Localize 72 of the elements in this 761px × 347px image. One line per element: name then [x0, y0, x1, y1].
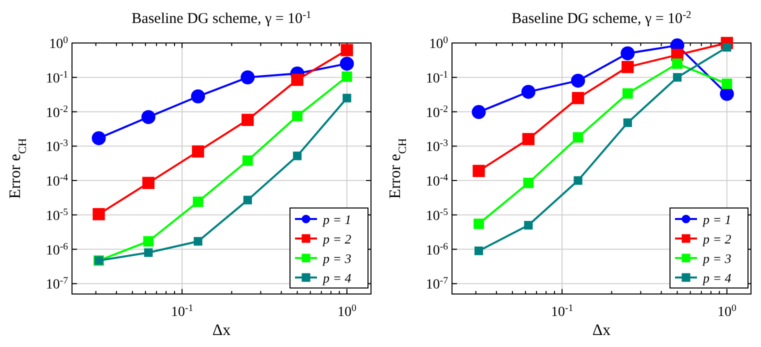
point — [142, 176, 154, 190]
x-tick-label: 10$^{0}$ — [337, 302, 356, 320]
y-tick-label: 10$^{-3}$ — [46, 138, 68, 156]
y-tick-label: 10$^{0}$ — [429, 34, 448, 52]
point — [242, 155, 253, 166]
point — [141, 110, 156, 124]
y-tick-label: 10$^{-1}$ — [46, 68, 68, 86]
legend-label: p = 3 — [322, 251, 352, 266]
point — [474, 218, 484, 230]
y-tick-label: 10$^{0}$ — [49, 34, 68, 52]
point — [523, 178, 534, 188]
y-tick-label: 10$^{-1}$ — [426, 68, 448, 86]
legend-label: p = 2 — [322, 232, 352, 246]
point — [342, 94, 352, 102]
point — [92, 131, 106, 146]
legend-label: p = 3 — [702, 251, 732, 266]
point — [192, 145, 204, 158]
y-tick-label: 10$^{-4}$ — [46, 172, 68, 190]
chart-title: Baseline DG scheme, γ = 10$^{-2}$ — [512, 10, 692, 27]
legend-label: p = 1 — [322, 212, 352, 227]
point — [572, 132, 584, 143]
point — [194, 237, 202, 246]
point — [474, 246, 484, 256]
y-tick-label: 10$^{-7}$ — [46, 275, 68, 293]
y-tick-label: 10$^{-7}$ — [426, 275, 448, 293]
point — [292, 110, 302, 122]
x-tick-label: 10$^{-1}$ — [170, 302, 194, 320]
point — [472, 105, 486, 120]
point — [672, 73, 682, 82]
point — [144, 248, 153, 257]
point — [92, 208, 105, 220]
y-tick-label: 10$^{-2}$ — [46, 103, 68, 121]
point — [291, 74, 304, 86]
point — [243, 196, 252, 204]
x-axis-title: Δx — [592, 322, 611, 339]
point — [192, 196, 204, 208]
x-axis-title: Δx — [212, 322, 231, 339]
legend-label: p = 2 — [702, 232, 732, 246]
point — [340, 44, 354, 56]
y-tick-label: 10$^{-3}$ — [426, 138, 448, 156]
point — [240, 70, 255, 84]
point — [340, 56, 354, 71]
point — [722, 78, 732, 90]
point — [620, 46, 635, 60]
y-tick-label: 10$^{-6}$ — [46, 240, 68, 258]
legend-label: p = 4 — [322, 270, 352, 286]
y-tick-label: 10$^{-5}$ — [46, 206, 68, 224]
legend-label: p = 1 — [702, 212, 732, 227]
point — [242, 114, 254, 126]
x-tick-label: 10$^{0}$ — [717, 302, 736, 320]
point — [623, 118, 632, 128]
point — [522, 133, 534, 146]
point — [672, 58, 682, 69]
x-tick-label: 10$^{-1}$ — [550, 302, 574, 320]
point — [292, 152, 302, 160]
point — [622, 60, 634, 74]
point — [342, 71, 352, 82]
point — [571, 74, 586, 88]
chart-title: Baseline DG scheme, γ = 10$^{-1}$ — [132, 10, 312, 27]
point — [521, 84, 536, 99]
point — [572, 92, 584, 104]
y-tick-label: 10$^{-4}$ — [426, 172, 448, 190]
point — [622, 88, 633, 99]
point — [191, 89, 206, 104]
legend-label: p = 4 — [702, 270, 732, 286]
point — [574, 176, 582, 185]
point — [524, 220, 533, 230]
point — [472, 164, 485, 178]
y-tick-label: 10$^{-5}$ — [426, 206, 448, 224]
y-tick-label: 10$^{-6}$ — [426, 240, 448, 258]
y-tick-label: 10$^{-2}$ — [426, 103, 448, 121]
point — [143, 236, 154, 247]
